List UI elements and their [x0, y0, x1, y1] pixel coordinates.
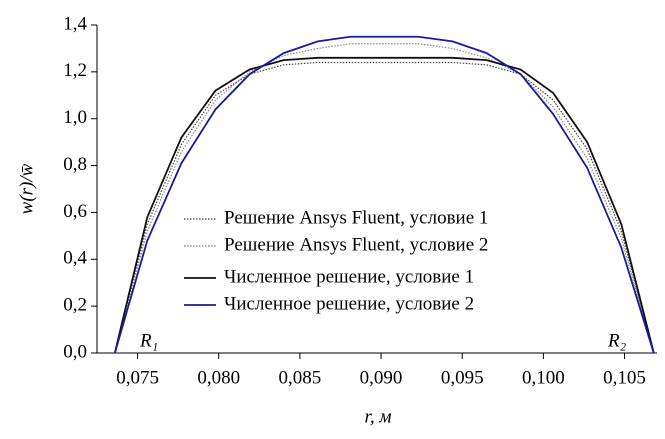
series-line [113, 56, 655, 354]
series-line [114, 43, 655, 354]
y-tick-label: 1,4 [63, 13, 87, 34]
series-line [114, 61, 655, 354]
y-tick-label: 0,4 [63, 248, 87, 269]
legend-label: Решение Ansys Fluent, условие 1 [224, 207, 488, 228]
x-tick-label: 0,100 [522, 367, 565, 388]
y-tick-label: 1,2 [63, 60, 87, 81]
x-tick-label: 0,095 [441, 367, 484, 388]
x-tick-label: 0,090 [360, 367, 403, 388]
x-tick-label: 0,080 [197, 367, 240, 388]
y-tick-label: 0,8 [63, 154, 87, 175]
annotation: R₂ [607, 330, 627, 351]
y-tick-label: 1,0 [63, 107, 87, 128]
legend-label: Численное решение, условие 1 [224, 266, 474, 287]
legend-label: Решение Ansys Fluent, условие 2 [224, 234, 488, 255]
series-line [113, 35, 655, 354]
y-tick-label: 0,2 [63, 295, 87, 316]
y-axis-label: w(r)/w̄ [16, 163, 37, 214]
y-tick-label: 0,0 [63, 341, 87, 362]
x-tick-label: 0,075 [116, 367, 159, 388]
y-tick-label: 0,6 [63, 201, 87, 222]
x-axis-label: r, м [365, 406, 392, 427]
x-tick-label: 0,105 [603, 367, 646, 388]
legend-label: Численное решение, условие 2 [224, 293, 474, 314]
x-tick-label: 0,085 [279, 367, 322, 388]
annotation: R₁ [139, 330, 158, 351]
